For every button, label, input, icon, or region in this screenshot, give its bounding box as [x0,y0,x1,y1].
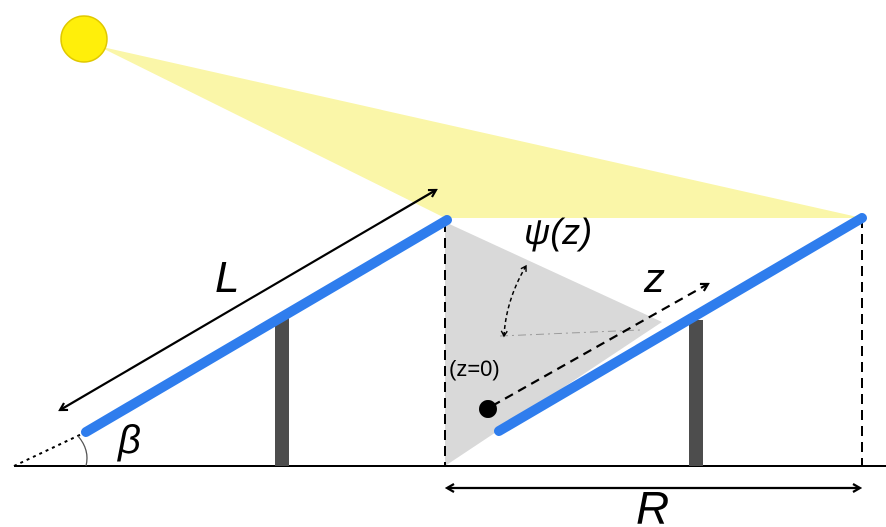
sun-icon [60,15,108,63]
label-panel-length: L [215,253,239,302]
post-right [689,320,703,466]
label-view-angle: ψ(z) [524,211,592,252]
post-left [275,318,289,466]
label-position-z: z [643,254,665,301]
origin-point [479,400,497,418]
shadow-region [445,222,662,466]
tilt-extension-line [13,431,87,467]
panel-length-arrow [60,190,436,410]
label-row-spacing: R [636,482,669,527]
pv-panel-back [494,213,867,436]
tilt-angle-arc [77,435,88,467]
label-tilt-angle: β [117,418,141,462]
view-angle-arrow [500,264,527,338]
label-origin: (z=0) [449,356,500,381]
pv-panel-front [81,215,452,437]
z-direction-arrow [491,284,708,407]
sunlight-beam [98,46,862,218]
